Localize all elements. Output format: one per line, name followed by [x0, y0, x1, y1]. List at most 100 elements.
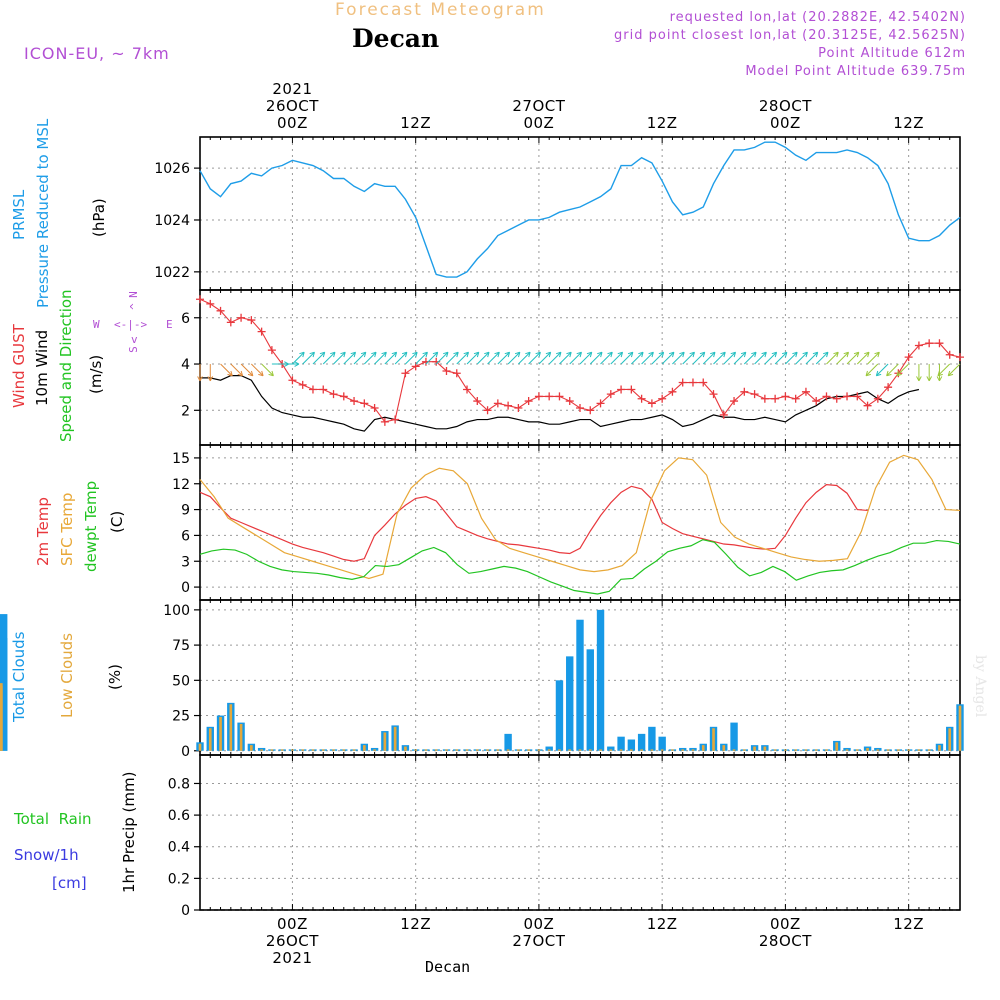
- panel-frame: [199, 754, 961, 911]
- wind-arrow-head: [535, 351, 541, 358]
- time-label: 00Z: [523, 114, 554, 132]
- wind-arrow-head: [294, 361, 300, 367]
- low-cloud-bar: [558, 749, 561, 751]
- wind-arrow: [548, 351, 562, 365]
- wind-gust-marker: [843, 392, 852, 401]
- low-cloud-bar: [517, 749, 520, 751]
- wind-arrow-head: [843, 351, 849, 358]
- low-cloud-bar: [332, 749, 335, 751]
- wind-arrow-head: [350, 351, 357, 358]
- time-label: 12Z: [400, 915, 431, 933]
- low-cloud-bar: [547, 749, 551, 751]
- wind-arrow-head: [432, 351, 439, 358]
- wind-gust-marker: [267, 346, 276, 355]
- wind-arrow: [250, 363, 264, 377]
- wind-arrow-head: [597, 351, 603, 358]
- wind-arrow: [846, 351, 860, 365]
- wind-arrow-head: [740, 351, 747, 358]
- wind-gust-marker: [463, 385, 472, 394]
- wind-arrow: [415, 351, 428, 365]
- y-tick-label: 4: [181, 357, 190, 373]
- total-cloud-bar: [576, 619, 584, 751]
- wind-arrow: [343, 351, 356, 365]
- wind-arrow: [507, 351, 521, 365]
- wind-gust-marker: [945, 350, 954, 359]
- panel-frame: [199, 136, 961, 291]
- wind-arrow: [333, 351, 346, 365]
- total-cloud-bar: [617, 736, 625, 751]
- wind-arrow-head: [381, 351, 387, 358]
- wind-gust-marker: [401, 369, 410, 378]
- wind-gust-marker: [637, 394, 646, 403]
- wind-gust-marker: [452, 369, 461, 378]
- wind-gust-marker: [760, 394, 769, 403]
- wind-gust-marker: [247, 316, 256, 325]
- total-cloud-bar: [555, 680, 564, 751]
- low-cloud-bar: [732, 749, 736, 751]
- time-label: 27OCT: [512, 932, 565, 950]
- low-cloud-bar: [825, 749, 828, 751]
- wind-arrow-head: [720, 351, 726, 358]
- wind-arrow-head: [309, 351, 315, 358]
- y-tick-label: 2: [181, 403, 190, 419]
- wind-gust-marker: [319, 385, 328, 394]
- wind-gust-marker: [596, 399, 605, 408]
- wind-gust-marker: [555, 392, 564, 401]
- total-cloud-bar: [658, 736, 666, 751]
- low-cloud-bar: [917, 749, 921, 751]
- wind-arrow: [764, 351, 777, 365]
- low-cloud-bar: [814, 749, 818, 751]
- wind-arrow: [630, 351, 644, 365]
- wind-arrow: [600, 351, 613, 365]
- wind-gust-marker: [688, 378, 697, 387]
- wind-arrow-head: [648, 351, 654, 358]
- y-tick-label: 75: [172, 638, 190, 654]
- wind-gust-marker: [298, 380, 307, 389]
- wind-arrow-head: [330, 351, 336, 358]
- wind-gust-marker: [658, 394, 667, 403]
- wind-arrow: [589, 351, 603, 365]
- precip-rain-label: Total Rain: [14, 810, 92, 828]
- wind-gust-marker: [493, 399, 502, 408]
- wind-arrow-head: [617, 351, 624, 358]
- wind-arrow: [363, 351, 377, 365]
- wind-gust-marker: [730, 397, 739, 406]
- wind-gust-marker: [822, 392, 831, 401]
- wind-arrow-head: [391, 351, 398, 358]
- wind-arrow: [867, 351, 880, 365]
- temp-sfc-line: [199, 454, 961, 580]
- low-cloud-bar: [311, 749, 315, 751]
- y-tick-label: 0: [181, 903, 190, 919]
- wind-gust-marker: [914, 341, 923, 350]
- wind-arrow-head: [566, 351, 572, 358]
- low-cloud-bar: [568, 749, 572, 751]
- temp-dew-line: [199, 539, 961, 595]
- total-cloud-bar: [566, 656, 574, 751]
- y-tick-label: 0.4: [168, 840, 190, 856]
- wind-arrow: [302, 351, 315, 365]
- wind-arrow-head: [771, 351, 778, 358]
- wind-arrow: [733, 351, 747, 365]
- wind-gust-marker: [586, 406, 595, 415]
- total-cloud-bar: [637, 733, 646, 751]
- y-tick-label: 100: [163, 603, 190, 619]
- time-label: 2021: [272, 949, 312, 967]
- low-cloud-bar: [229, 704, 233, 751]
- wind-gust-marker: [257, 327, 266, 336]
- time-label: 00Z: [277, 915, 308, 933]
- wind-arrow: [865, 363, 879, 377]
- low-cloud-bar: [773, 749, 777, 751]
- wind-arrow: [435, 351, 449, 365]
- wind-arrow: [446, 351, 459, 365]
- low-cloud-bar: [958, 705, 962, 751]
- time-label: 00Z: [523, 915, 554, 933]
- low-cloud-bar: [640, 749, 643, 751]
- wind-arrow: [579, 351, 593, 365]
- wind-gust-marker: [524, 397, 533, 406]
- wind-arrow: [620, 351, 634, 365]
- wind-arrow: [538, 351, 552, 365]
- wind-gust-marker: [442, 366, 451, 375]
- wind-arrow: [702, 351, 716, 365]
- wind-arrow-head: [875, 370, 882, 377]
